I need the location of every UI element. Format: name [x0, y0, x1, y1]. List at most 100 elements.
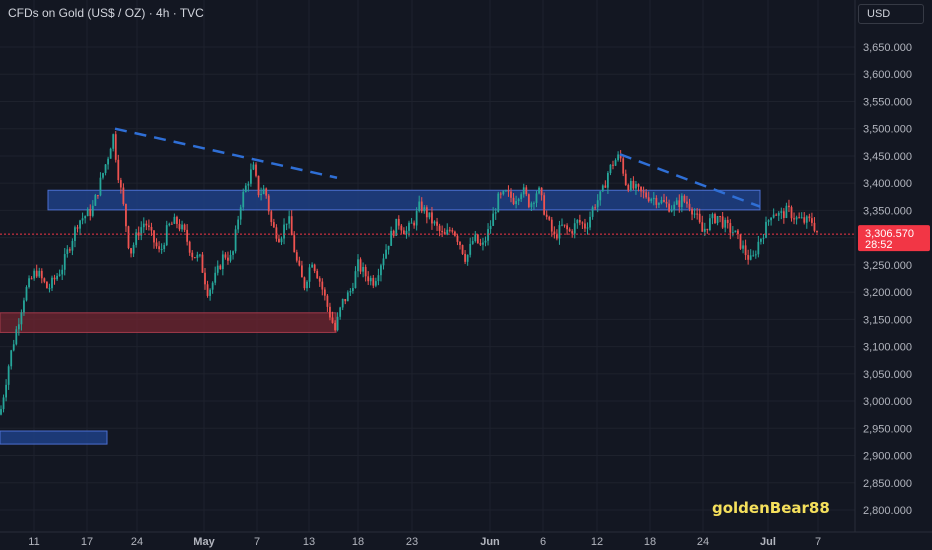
candle-body: [191, 252, 194, 258]
candle-body: [201, 254, 204, 273]
trend-line: [619, 153, 761, 208]
candle-body: [719, 216, 721, 218]
candle-body: [775, 214, 778, 216]
currency-button[interactable]: USD: [858, 4, 924, 24]
candle-body: [66, 249, 69, 255]
candle-body: [395, 218, 398, 236]
candle-body: [97, 195, 99, 197]
candle-body: [89, 209, 92, 216]
candle-body: [74, 227, 76, 241]
candle-body: [586, 227, 589, 229]
candle-body: [446, 229, 449, 235]
candle-body: [86, 209, 89, 217]
candle-body: [385, 249, 387, 259]
candle-body: [392, 230, 395, 236]
candle-body: [112, 134, 115, 149]
candle-body: [816, 230, 818, 232]
candle-body: [538, 187, 540, 194]
candle-body: [272, 222, 275, 228]
candle-body: [556, 234, 558, 239]
candle-body: [561, 224, 563, 226]
time-axis[interactable]: 11 17 24 May 7 13 18 23 Jun 6 12 18 24 Jul 7: [28, 536, 821, 548]
price-axis[interactable]: 2,800.000 2,850.000 2,900.000 2,950.000 3,00…: [863, 42, 912, 517]
candle-body: [125, 203, 127, 227]
price-tick-label: 3,400.000: [863, 178, 912, 190]
candle-body: [591, 207, 594, 217]
candle-body: [188, 241, 191, 253]
trendlines: [114, 127, 761, 208]
candle-body: [515, 201, 517, 205]
candle-body: [255, 164, 257, 176]
candle-body: [239, 207, 242, 220]
candle-body: [170, 223, 173, 225]
candle-body: [474, 234, 477, 242]
candle-body: [466, 254, 469, 262]
candle-body: [808, 216, 811, 219]
candle-body: [489, 225, 492, 230]
candle-body: [482, 242, 484, 245]
candle-body: [160, 249, 163, 251]
candle-body: [283, 224, 285, 239]
candle-body: [288, 216, 291, 224]
candle-body: [242, 191, 245, 208]
candle-body: [757, 241, 760, 255]
price-tick-label: 3,250.000: [863, 260, 912, 272]
symbol-title[interactable]: CFDs on Gold (US$ / OZ) · 4h · TVC: [8, 6, 204, 20]
candle-body: [390, 230, 393, 246]
candle-body: [601, 185, 604, 192]
candle-body: [206, 284, 209, 296]
zones: [0, 189, 761, 445]
candle-body: [811, 218, 813, 223]
candle-body: [680, 195, 683, 208]
candle-body: [742, 245, 744, 249]
candle-body: [533, 202, 535, 204]
candle-body: [359, 259, 362, 272]
candle-body: [43, 278, 46, 282]
candle-body: [94, 195, 97, 206]
candle-body: [553, 231, 556, 235]
candle-body: [487, 229, 489, 241]
candle-body: [0, 409, 2, 415]
candle-body: [635, 184, 637, 189]
candle-body: [619, 154, 622, 159]
candle-body: [199, 254, 201, 256]
candle-body: [352, 288, 354, 291]
candle-body: [362, 266, 364, 272]
candle-body: [696, 213, 699, 215]
candle-body: [30, 278, 33, 280]
author-watermark: goldenBear88: [712, 499, 830, 517]
candle-body: [257, 175, 260, 196]
candle-body: [800, 217, 803, 219]
candle-body: [443, 232, 446, 235]
candle-body: [469, 243, 472, 255]
candle-body: [780, 211, 783, 213]
candle-body: [155, 242, 158, 247]
candle-body: [306, 281, 308, 289]
candle-body: [612, 164, 614, 166]
candle-body: [492, 213, 495, 226]
candle-body: [237, 219, 240, 230]
candle-body: [798, 217, 801, 219]
candle-body: [380, 265, 382, 276]
candle-body: [336, 316, 339, 331]
candle-body: [377, 275, 380, 282]
time-tick-label: Jul: [760, 536, 776, 548]
candle-body: [23, 300, 25, 313]
candle-body: [754, 254, 757, 256]
candle-body: [589, 216, 591, 228]
candle-body: [181, 224, 183, 230]
candle-body: [520, 194, 523, 200]
candle-body: [290, 216, 293, 236]
candle-body: [502, 190, 505, 195]
candle-body: [211, 282, 214, 290]
candle-body: [726, 219, 729, 224]
candle-body: [35, 270, 38, 277]
candle-body: [441, 230, 444, 233]
candle-body: [693, 213, 696, 215]
candle-body: [650, 199, 653, 202]
candle-body: [788, 205, 790, 208]
candle-body: [76, 227, 79, 229]
candle-body: [334, 322, 336, 331]
red-zone: [0, 312, 337, 333]
